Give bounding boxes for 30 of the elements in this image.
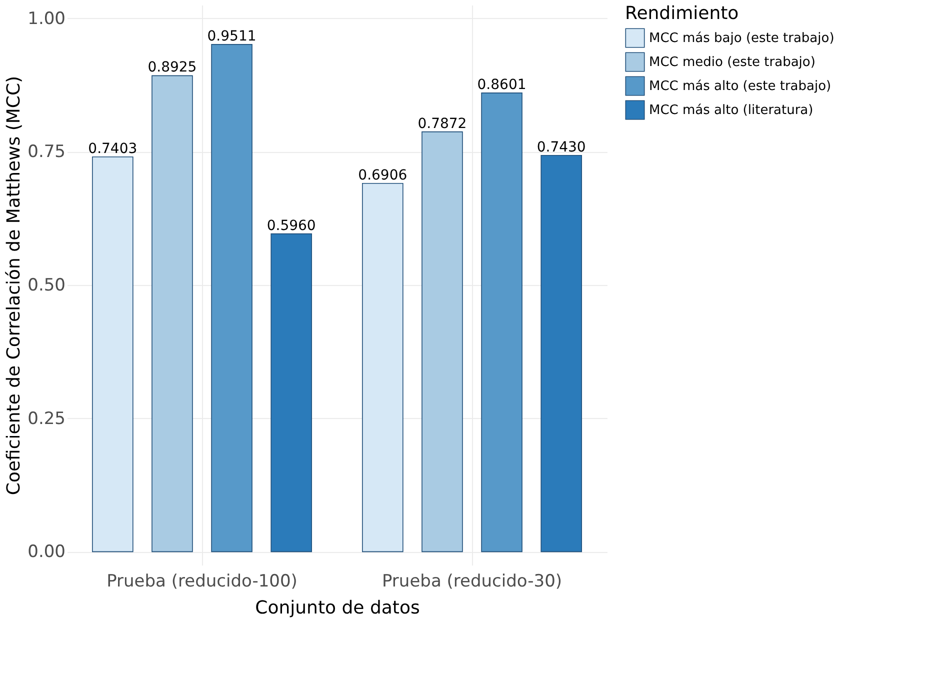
data-label: 0.6906 xyxy=(358,167,408,184)
legend-title: Rendimiento xyxy=(625,3,739,24)
y-tick-label: 0.25 xyxy=(28,408,66,429)
y-tick-label: 0.00 xyxy=(28,542,66,562)
y-tick-label: 0.75 xyxy=(28,142,66,162)
data-label: 0.8925 xyxy=(148,60,197,76)
y-tick-label: 1.00 xyxy=(28,8,66,29)
legend-label: MCC más bajo (este trabajo) xyxy=(649,31,834,46)
legend-label: MCC más alto (este trabajo) xyxy=(649,79,832,94)
data-label: 0.8601 xyxy=(477,76,526,93)
bar xyxy=(540,155,582,552)
x-axis-title: Conjunto de datos xyxy=(255,598,420,618)
x-tick-label: Prueba (reducido-30) xyxy=(382,572,562,592)
legend-label: MCC medio (este trabajo) xyxy=(649,55,816,70)
bar xyxy=(92,156,134,552)
bar xyxy=(481,92,522,552)
bar xyxy=(422,131,463,552)
y-tick-label: 0.50 xyxy=(28,276,66,296)
data-label: 0.9511 xyxy=(207,28,256,44)
data-label: 0.7403 xyxy=(88,140,138,157)
data-label: 0.5960 xyxy=(266,218,316,234)
y-axis-title: Coeficiente de Correlación de Matthews (MCC) xyxy=(4,76,25,496)
x-tick-label: Prueba (reducido-100) xyxy=(106,572,298,592)
bar xyxy=(362,182,404,552)
bar xyxy=(270,233,312,552)
bar xyxy=(152,75,193,552)
data-label: 0.7430 xyxy=(536,139,586,156)
bar xyxy=(211,44,252,552)
legend-label: MCC más alto (literatura) xyxy=(649,103,814,118)
data-label: 0.7872 xyxy=(418,116,467,132)
